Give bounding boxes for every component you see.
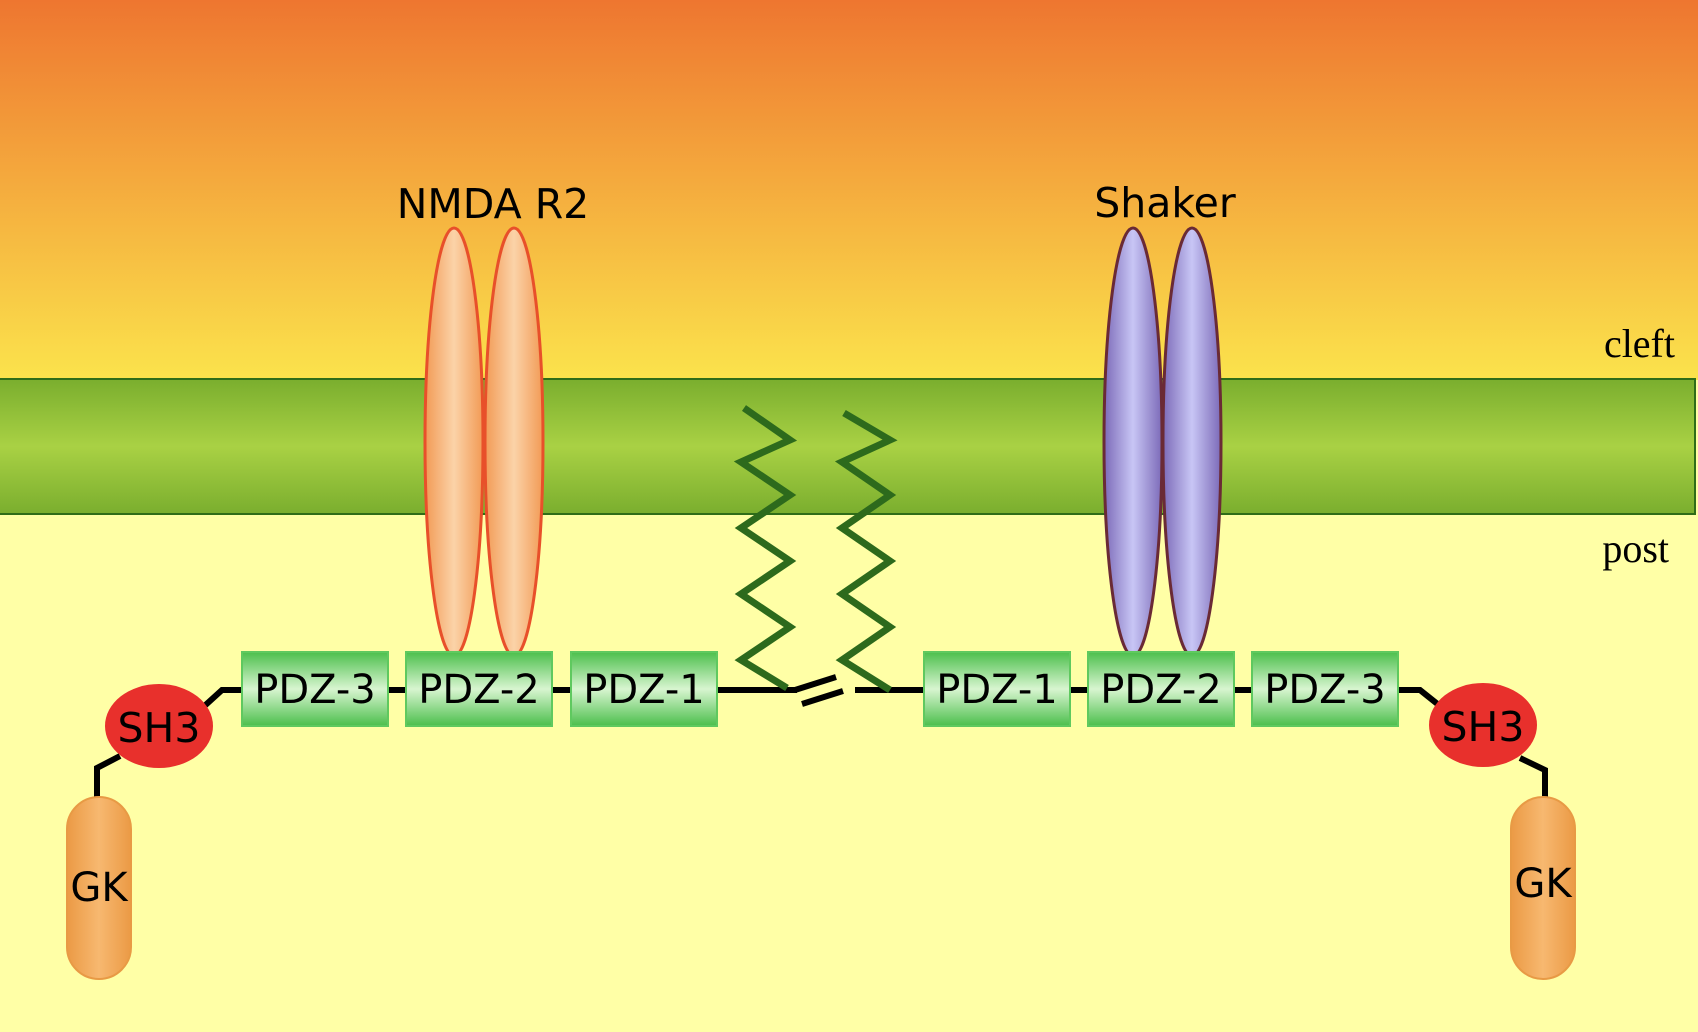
left-psd95-molecule: PDZ-3 PDZ-2 PDZ-1 SH3 GK bbox=[66, 651, 718, 980]
synaptic-cleft-region bbox=[0, 0, 1698, 380]
left-gk-sh3-linker bbox=[94, 753, 122, 797]
nmda-subunit-2 bbox=[483, 226, 545, 658]
palmitoyl-chain-right bbox=[834, 409, 898, 693]
left-pdz2-domain bbox=[405, 651, 553, 727]
right-gk-domain bbox=[1510, 796, 1576, 980]
palmitoyl-chain-left bbox=[733, 405, 798, 691]
break-stroke-upper bbox=[794, 674, 837, 693]
right-pdz2-domain bbox=[1087, 651, 1235, 727]
shaker-label: Shaker bbox=[1094, 179, 1236, 227]
nmda-r2-label: NMDA R2 bbox=[397, 180, 590, 228]
left-sh3-pdz3-linker bbox=[197, 687, 242, 713]
right-psd95-molecule: PDZ-1 PDZ-2 PDZ-3 SH3 GK bbox=[923, 651, 1576, 980]
shaker-subunit-1 bbox=[1102, 226, 1164, 658]
left-gk-domain bbox=[66, 796, 132, 980]
plasma-membrane bbox=[0, 378, 1696, 515]
left-pdz2-label: PDZ-2 bbox=[418, 667, 540, 713]
right-pdz1-label: PDZ-1 bbox=[936, 667, 1058, 713]
left-pdz3-domain bbox=[241, 651, 389, 727]
right-pdz3-sh3-linker bbox=[1397, 687, 1442, 709]
right-pdz2-label: PDZ-2 bbox=[1100, 667, 1222, 713]
right-pdz3-label: PDZ-3 bbox=[1264, 667, 1386, 713]
right-pdz3-domain bbox=[1251, 651, 1399, 727]
right-gk-label: GK bbox=[1514, 861, 1573, 907]
break-stroke-lower bbox=[801, 688, 844, 707]
right-sh3-label: SH3 bbox=[1442, 703, 1525, 751]
left-pdz1-domain bbox=[570, 651, 718, 727]
cleft-label: cleft bbox=[1604, 321, 1675, 366]
left-sh3-domain bbox=[105, 684, 213, 768]
right-sh3-gk-linker bbox=[1518, 755, 1548, 797]
shaker-subunit-2 bbox=[1161, 226, 1223, 658]
nmda-subunit-1 bbox=[423, 226, 485, 658]
right-sh3-domain bbox=[1429, 683, 1537, 767]
left-pdz1-label: PDZ-1 bbox=[583, 667, 705, 713]
left-gk-label: GK bbox=[70, 865, 129, 911]
break-symbol bbox=[794, 674, 844, 707]
right-pdz1-domain bbox=[923, 651, 1071, 727]
left-sh3-label: SH3 bbox=[118, 704, 201, 752]
post-label: post bbox=[1602, 526, 1669, 571]
left-pdz3-label: PDZ-3 bbox=[254, 667, 376, 713]
